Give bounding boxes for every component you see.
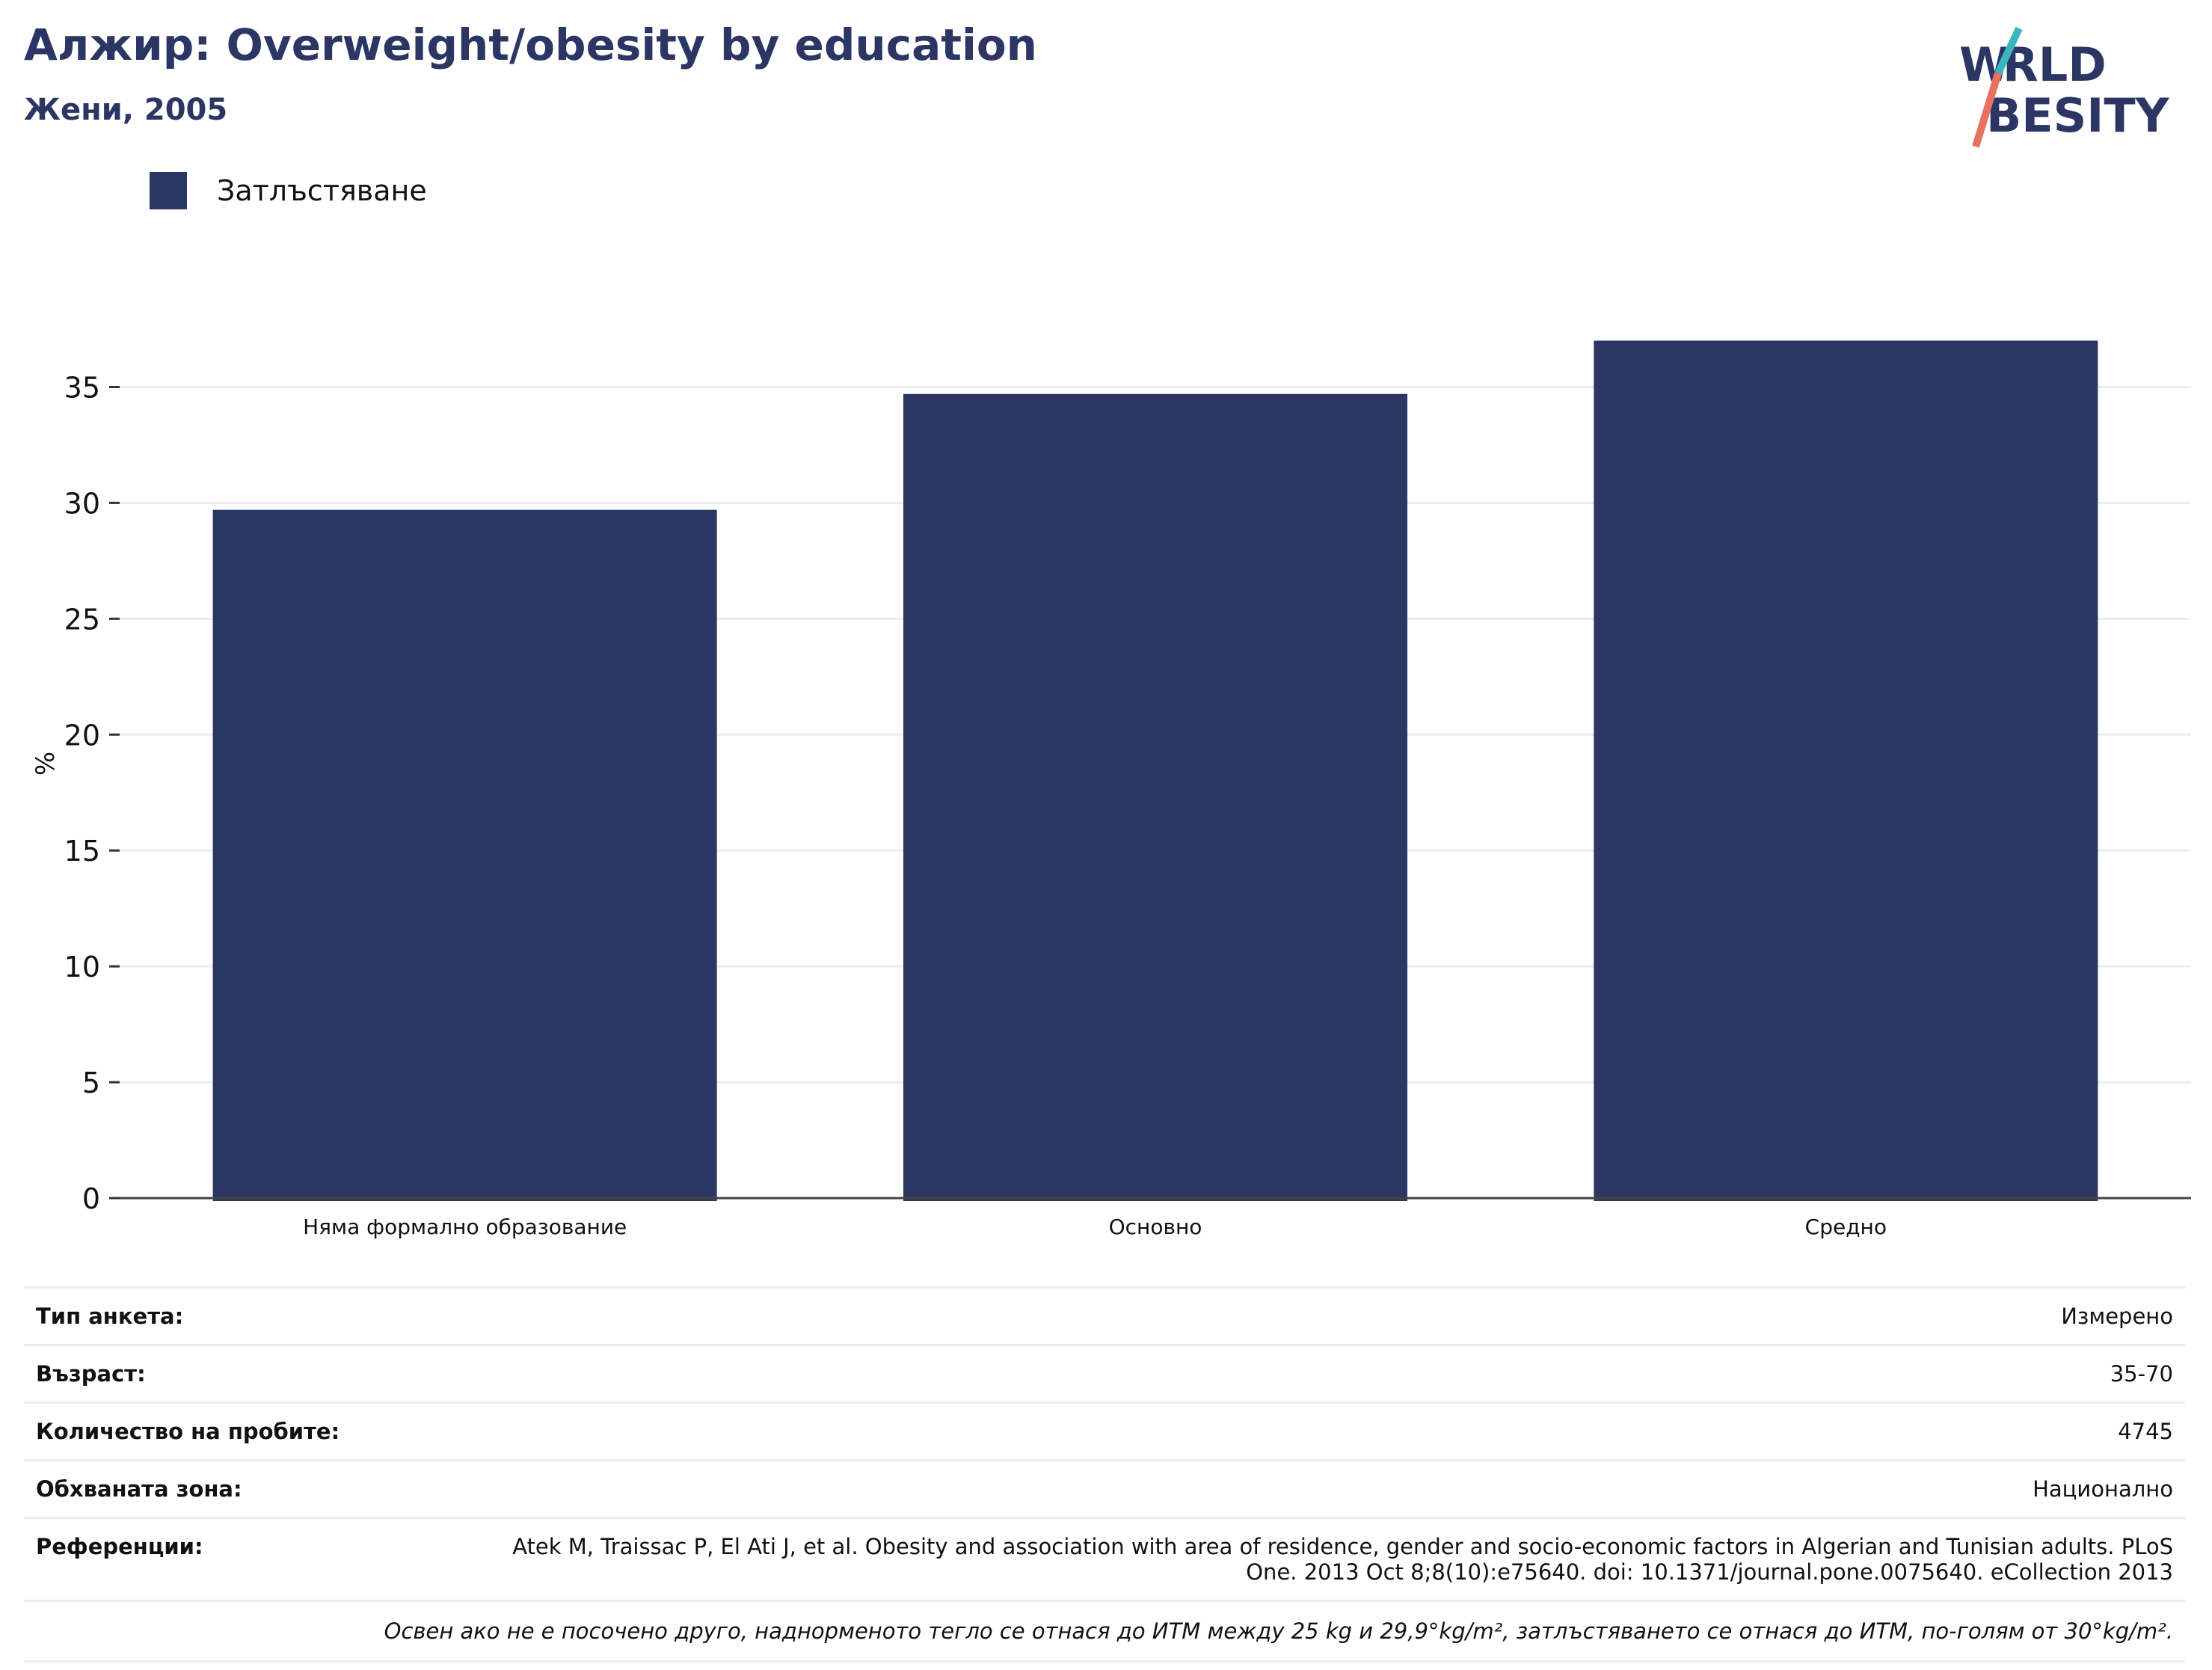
meta-row-survey-type: Тип анкета: Измерено — [24, 1289, 2185, 1346]
meta-label: Количество на пробите: — [36, 1419, 340, 1444]
bar-chart: 0 5 10 15 20 25 30 35% Няма формално образование… — [31, 340, 2191, 1239]
meta-label: Тип анкета: — [36, 1304, 184, 1329]
definition-note: Освен ако не е посочено друго, наднормен… — [24, 1602, 2185, 1663]
meta-row-coverage: Обхваната зона: Национално — [24, 1461, 2185, 1519]
legend-label-obesity: Затлъстяване — [217, 174, 427, 207]
survey-metadata: Тип анкета: Измерено Възраст: 35-70 Коли… — [24, 1286, 2185, 1663]
y-tick-label: 30 — [64, 487, 100, 520]
y-axis-label: % — [31, 752, 61, 776]
meta-value: 4745 — [2118, 1419, 2173, 1444]
legend: Затлъстяване — [150, 172, 427, 209]
svg-text:RLD: RLD — [2003, 37, 2107, 92]
world-obesity-logo: W RLD BESITY — [1959, 26, 2170, 148]
meta-value: Национално — [2033, 1476, 2173, 1502]
y-tick-label: 35 — [64, 371, 100, 404]
x-tick-label: Основно — [1109, 1215, 1202, 1239]
meta-row-age: Възраст: 35-70 — [24, 1346, 2185, 1404]
y-tick-label: 20 — [64, 719, 100, 752]
y-tick-label: 5 — [82, 1066, 100, 1099]
meta-row-sample-size: Количество на пробите: 4745 — [24, 1404, 2185, 1461]
legend-swatch-obesity — [150, 172, 187, 209]
meta-row-references: Референции: Atek M, Traissac P, El Ati J… — [24, 1519, 2185, 1602]
meta-label: Обхваната зона: — [36, 1476, 242, 1502]
meta-label: Възраст: — [36, 1361, 146, 1387]
chart-title: Алжир: Overweight/obesity by education — [24, 19, 1037, 70]
x-tick-label: Няма формално образование — [303, 1215, 627, 1239]
meta-value: 35-70 — [2110, 1361, 2173, 1387]
y-tick-label: 10 — [64, 951, 100, 983]
bar — [1594, 340, 2098, 1201]
y-tick-label: 25 — [64, 603, 100, 636]
chart-subtitle: Жени, 2005 — [24, 93, 228, 127]
meta-label: Референции: — [36, 1534, 203, 1559]
y-tick-label: 0 — [82, 1182, 100, 1215]
bar — [903, 393, 1408, 1201]
meta-value: Atek M, Traissac P, El Ati J, et al. Obe… — [512, 1534, 2173, 1585]
meta-value: Измерено — [2061, 1304, 2173, 1329]
x-tick-label: Средно — [1805, 1215, 1887, 1239]
bar — [212, 509, 717, 1201]
y-tick-label: 15 — [64, 835, 100, 868]
svg-text:BESITY: BESITY — [1986, 88, 2170, 143]
